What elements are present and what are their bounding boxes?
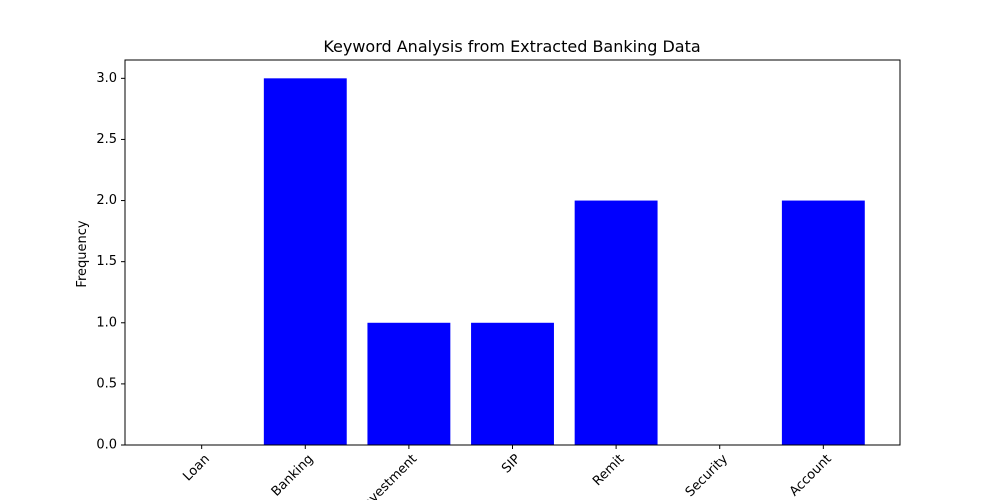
bar-sip — [471, 322, 554, 445]
bar-banking — [263, 78, 347, 445]
x-tick-label: Account — [787, 452, 835, 500]
x-tick-label: Security — [683, 451, 732, 500]
y-axis: 0.0 0.5 1.0 1.5 2.0 2.5 3.0 — [96, 71, 125, 453]
y-tick-label: 1.5 — [96, 254, 117, 269]
x-tick-label: SIP — [499, 452, 524, 477]
y-tick-label: 0.0 — [96, 438, 117, 453]
bars-layer — [263, 78, 865, 445]
x-tick-label: Loan — [180, 452, 213, 485]
chart-title: Keyword Analysis from Extracted Banking … — [323, 37, 700, 56]
bar-investment — [367, 322, 451, 445]
y-axis-label: Frequency — [75, 220, 90, 287]
y-tick-label: 3.0 — [96, 71, 117, 86]
y-tick-label: 2.5 — [96, 132, 117, 147]
bar-remit — [574, 200, 658, 445]
bar-account — [781, 200, 865, 445]
y-tick-label: 1.0 — [96, 315, 117, 330]
y-tick-label: 2.0 — [96, 193, 117, 208]
x-tick-label: Remit — [590, 452, 627, 489]
y-tick-label: 0.5 — [96, 376, 117, 391]
plot-frame — [124, 59, 901, 446]
x-tick-label: Banking — [269, 452, 317, 500]
x-tick-label: Investment — [358, 452, 421, 500]
x-axis: Loan Banking Investment SIP Remit Security Acc… — [180, 445, 835, 500]
